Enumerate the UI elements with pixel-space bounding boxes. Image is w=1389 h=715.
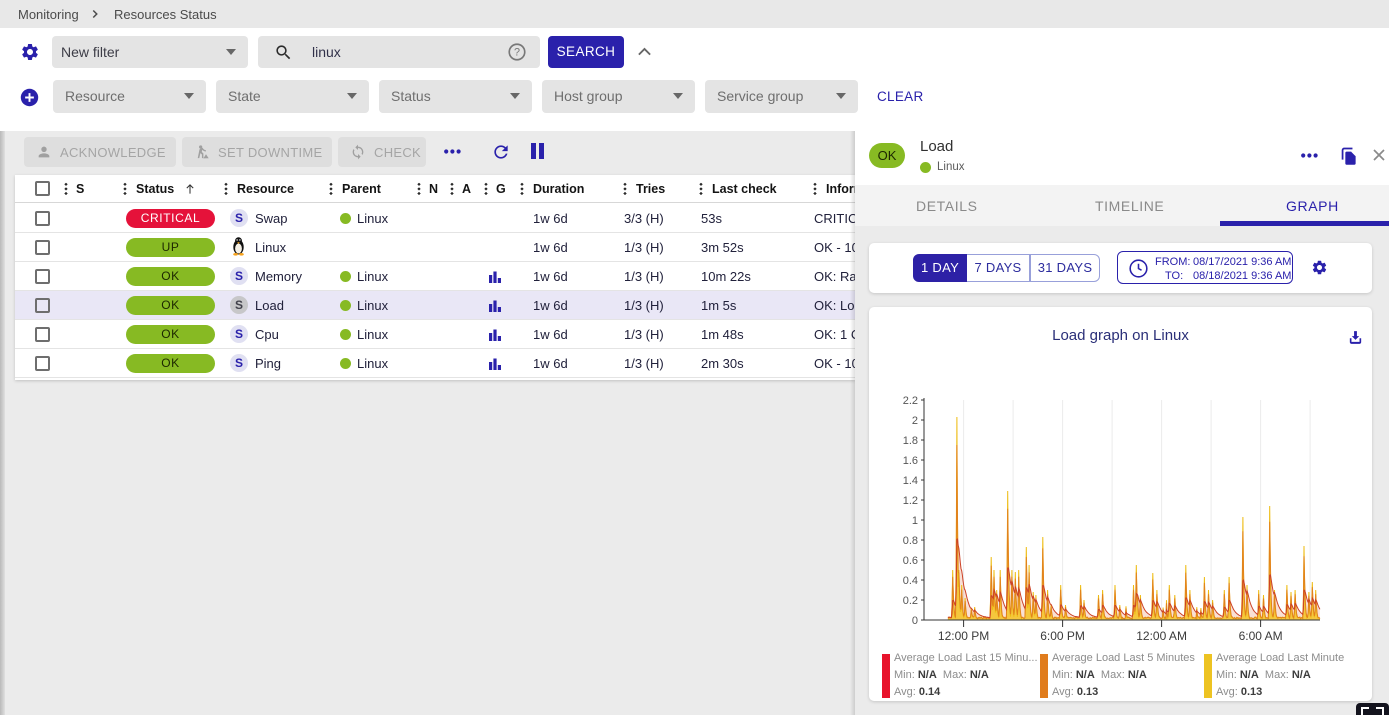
svg-text:2.2: 2.2 bbox=[903, 395, 918, 407]
svg-text:1.2: 1.2 bbox=[903, 495, 918, 507]
svg-text:1: 1 bbox=[912, 515, 918, 527]
svg-text:0: 0 bbox=[912, 615, 918, 627]
svg-text:?: ? bbox=[514, 47, 520, 59]
svg-text:0.6: 0.6 bbox=[903, 555, 918, 567]
svg-text:1.6: 1.6 bbox=[903, 455, 918, 467]
svg-text:2: 2 bbox=[912, 415, 918, 427]
svg-text:1.8: 1.8 bbox=[903, 435, 918, 447]
svg-text:0.2: 0.2 bbox=[903, 595, 918, 607]
svg-text:0.4: 0.4 bbox=[903, 575, 918, 587]
svg-text:12:00 PM: 12:00 PM bbox=[938, 629, 989, 643]
svg-text:6:00 PM: 6:00 PM bbox=[1040, 629, 1085, 643]
svg-text:1.4: 1.4 bbox=[903, 475, 918, 487]
svg-text:0.8: 0.8 bbox=[903, 535, 918, 547]
svg-text:6:00 AM: 6:00 AM bbox=[1239, 629, 1283, 643]
svg-text:12:00 AM: 12:00 AM bbox=[1136, 629, 1187, 643]
